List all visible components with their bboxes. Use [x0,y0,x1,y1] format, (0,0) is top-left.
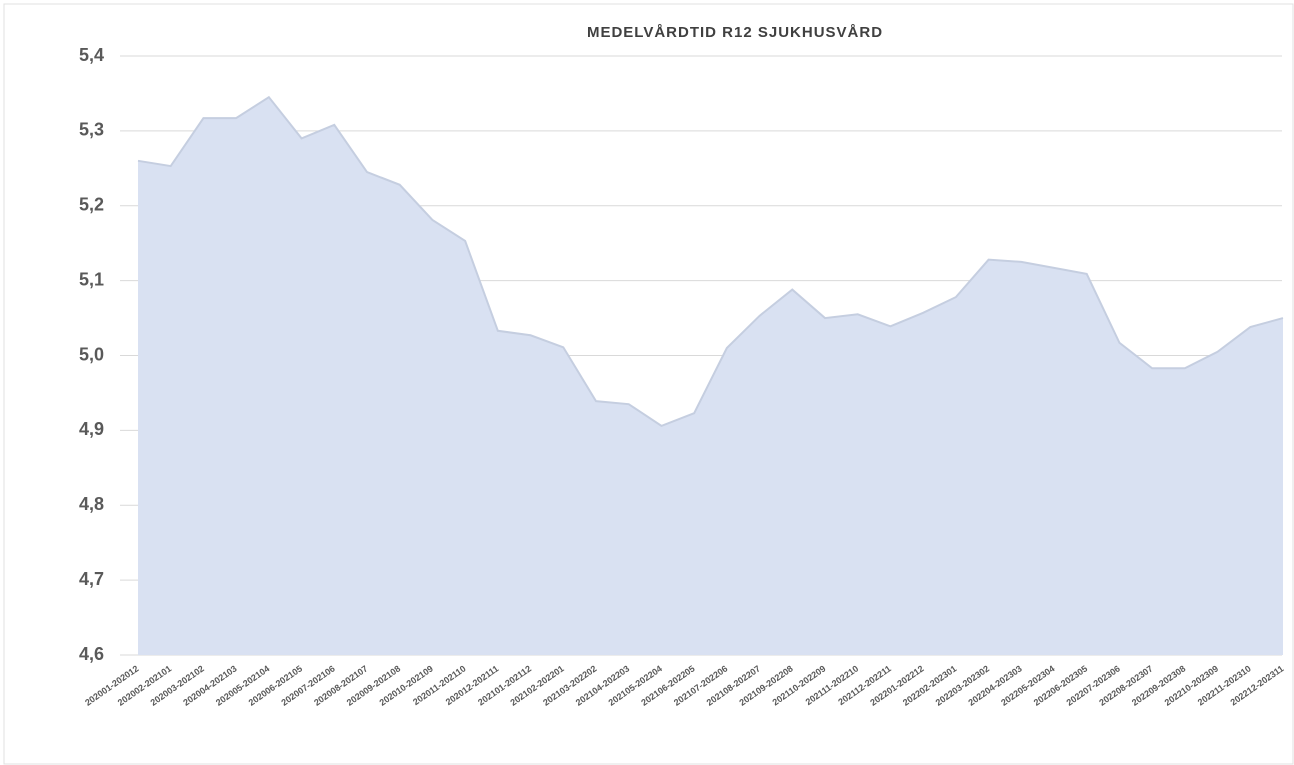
y-tick-label: 5,2 [79,195,104,215]
y-tick-label: 5,3 [79,120,104,140]
y-tick-label: 4,8 [79,494,104,514]
area-fill [138,97,1283,655]
y-tick-label: 4,6 [79,644,104,664]
y-tick-label: 5,4 [79,45,104,65]
y-tick-label: 5,1 [79,269,104,289]
y-tick-label: 4,7 [79,569,104,589]
area-line [137,95,1284,428]
chart-title: MEDELVÅRDTID R12 SJUKHUSVÅRD [587,24,883,41]
y-tick-label: 5,0 [79,344,104,364]
y-tick-label: 4,9 [79,419,104,439]
